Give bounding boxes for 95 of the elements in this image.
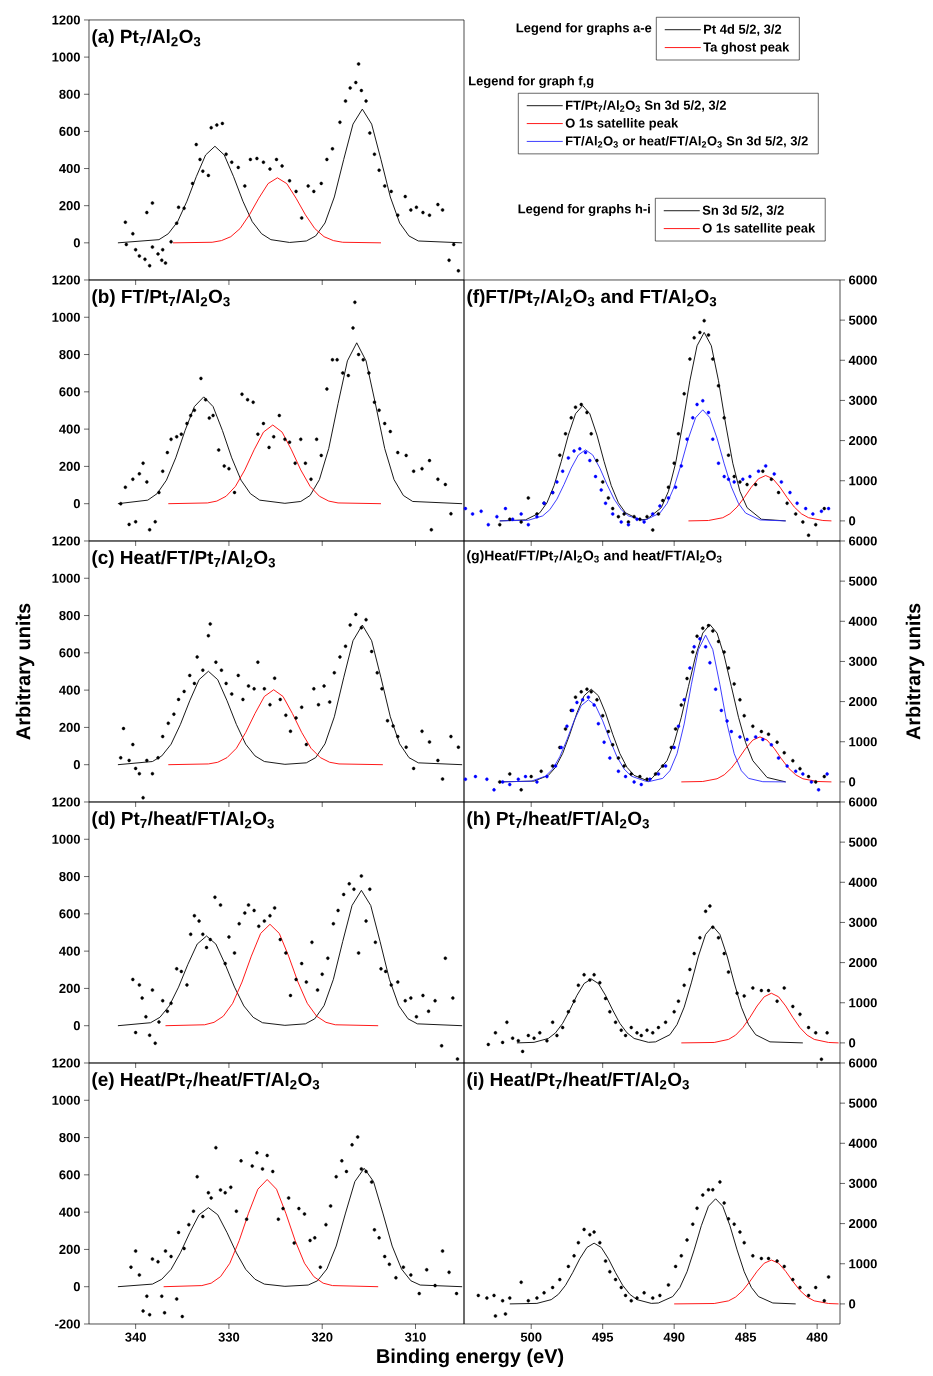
y-tick-label: 400 (59, 163, 80, 174)
y2-tick-label: 0 (849, 1038, 856, 1048)
y-tick-label: 1200 (52, 797, 80, 807)
y-tick-label: 600 (59, 648, 80, 658)
y-tick-label: 1000 (52, 312, 80, 322)
x-tick-label: 310 (404, 1332, 426, 1342)
y2-tick-label: 6000 (849, 1058, 877, 1068)
chart-title: (c) Heat/FT/Pt$_{7}$/Al$_{2}$O$_{3}$ (92, 550, 275, 568)
chart-title: (b) FT/Pt$_{7}$/Al$_{2}$O$_{3}$ (92, 289, 230, 307)
y2-tick-label: 6000 (849, 536, 877, 546)
y-tick-label: 200 (59, 461, 80, 471)
y-tick-label: 0 (73, 1282, 80, 1292)
y2-axis-title: Arbitrary units (905, 603, 925, 740)
y2-tick-label: 4000 (848, 355, 877, 365)
y2-tick-label: 6000 (849, 797, 877, 807)
chart-title: (d) Pt$_{7}$/heat/FT/Al$_{2}$O$_{3}$ (92, 811, 274, 829)
y2-tick-label: 5000 (848, 576, 877, 586)
y2-tick-label: 0 (849, 516, 856, 526)
x-axis-title: Binding energy (eV) (377, 1348, 564, 1368)
y-tick-label: 600 (59, 387, 80, 397)
legend-label: FT/Pt$_{7}$/Al$_{2}$O$_{3}$ Sn 3d 5/2, 3/2 (566, 100, 726, 112)
y-tick-label: -200 (55, 1319, 80, 1329)
y2-tick-label: 2000 (848, 436, 877, 446)
y-tick-label: 1200 (52, 536, 80, 546)
y-tick-label: 1000 (52, 1095, 80, 1105)
y-tick-label: 1200 (52, 275, 80, 285)
y2-tick-label: 3000 (848, 1178, 877, 1189)
y-tick-label: 400 (59, 685, 80, 695)
y2-tick-label: 5000 (848, 837, 877, 847)
chart-title: (h) Pt$_{7}$/heat/FT/Al$_{2}$O$_{3}$ (467, 811, 649, 829)
legend-label: Pt 4d 5/2, 3/2 (704, 24, 782, 36)
x-tick-label: 490 (663, 1332, 685, 1342)
y-tick-label: 600 (59, 909, 80, 919)
y-tick-label: 800 (59, 349, 80, 360)
x-tick-label: 495 (592, 1332, 614, 1342)
y-tick-label: 400 (59, 1207, 80, 1217)
legend-title: Legend for graph f,g (469, 75, 594, 89)
y2-tick-label: 3000 (848, 395, 877, 406)
x-tick-label: 340 (125, 1332, 146, 1342)
y2-tick-label: 2000 (848, 697, 877, 707)
x-tick-label: 480 (806, 1332, 828, 1342)
y-tick-label: 800 (59, 610, 80, 621)
y2-tick-label: 2000 (848, 1219, 877, 1229)
x-tick-label: 330 (218, 1332, 240, 1342)
y2-tick-label: 4000 (848, 877, 877, 887)
chart-title: (a) Pt$_{7}$/Al$_{2}$O$_{3}$ (92, 29, 201, 47)
y-tick-label: 1000 (52, 52, 80, 62)
y-tick-label: 400 (59, 946, 80, 956)
y-tick-label: 600 (59, 1170, 80, 1180)
y-tick-label: 1200 (52, 15, 80, 25)
y-tick-label: 0 (73, 238, 80, 248)
legend-title: Legend for graphs a-e (516, 22, 652, 36)
legend-label: Ta ghost peak (703, 42, 790, 55)
y2-tick-label: 0 (849, 1299, 856, 1309)
y2-tick-label: 5000 (848, 315, 877, 325)
y-tick-label: 0 (73, 499, 80, 509)
y2-tick-label: 1000 (849, 476, 877, 486)
y2-tick-label: 1000 (849, 737, 877, 747)
chart-title: (g)Heat/FT/Pt$_{7}$/Al$_{2}$O$_{3}$ and heat/FT/Al$_{2}$O$_{3}$ (467, 550, 722, 564)
x-tick-label: 320 (311, 1332, 333, 1342)
x-tick-label: 500 (520, 1332, 542, 1342)
y-axis-title: Arbitrary units (15, 603, 35, 740)
y2-tick-label: 3000 (848, 917, 877, 928)
y2-tick-label: 3000 (848, 656, 877, 667)
y2-tick-label: 0 (849, 777, 856, 787)
chart-title: (i) Heat/Pt$_{7}$/heat/FT/Al$_{2}$O$_{3}$ (467, 1072, 689, 1090)
y-tick-label: 600 (59, 126, 80, 136)
y-tick-label: 200 (59, 722, 80, 732)
y2-tick-label: 2000 (848, 958, 877, 968)
legend-label: O 1s satellite peak (565, 118, 679, 131)
legend-label: O 1s satellite peak (702, 223, 816, 236)
y2-tick-label: 1000 (849, 1259, 877, 1269)
y2-tick-label: 4000 (848, 1138, 877, 1148)
chart-title: (e) Heat/Pt$_{7}$/heat/FT/Al$_{2}$O$_{3}$ (92, 1072, 320, 1090)
y2-tick-label: 1000 (849, 998, 877, 1008)
y2-tick-label: 4000 (848, 616, 877, 626)
y-tick-label: 0 (73, 1021, 80, 1031)
y-tick-label: 200 (59, 201, 80, 211)
y-tick-label: 0 (73, 760, 80, 770)
y-tick-label: 800 (59, 89, 80, 99)
y-tick-label: 1000 (52, 573, 80, 583)
y2-tick-label: 6000 (849, 275, 877, 285)
legend-title: Legend for graphs h-i (518, 203, 650, 217)
y-tick-label: 200 (59, 1244, 80, 1255)
chart-title: (f)FT/Pt$_{7}$/Al$_{2}$O$_{3}$ and FT/Al$_{2}$O$_{3}$ (467, 289, 717, 307)
y-tick-label: 800 (59, 871, 80, 882)
legend-label: Sn 3d 5/2, 3/2 (702, 205, 784, 217)
y-tick-label: 1200 (52, 1058, 80, 1068)
y2-tick-label: 5000 (848, 1098, 877, 1108)
y-tick-label: 400 (59, 424, 80, 434)
y-tick-label: 1000 (52, 834, 80, 844)
x-tick-label: 485 (735, 1332, 757, 1342)
y-tick-label: 200 (59, 983, 80, 993)
text: FT/Al$_{2}$O$_{3}$ or heat/FT/Al$_{2}$O$_{3}$ Sn 3d 5/2, 3/2 (566, 135, 808, 148)
y-tick-label: 800 (59, 1132, 80, 1143)
